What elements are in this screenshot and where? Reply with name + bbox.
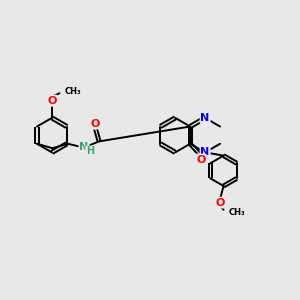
Text: CH₃: CH₃: [65, 87, 81, 96]
Text: CH₃: CH₃: [229, 208, 245, 217]
Text: H: H: [86, 146, 94, 157]
Text: N: N: [79, 142, 88, 152]
Text: O: O: [91, 118, 100, 128]
Text: O: O: [216, 198, 225, 208]
Text: N: N: [200, 113, 210, 123]
Text: O: O: [47, 96, 57, 106]
Text: N: N: [200, 147, 210, 158]
Text: O: O: [196, 154, 206, 164]
